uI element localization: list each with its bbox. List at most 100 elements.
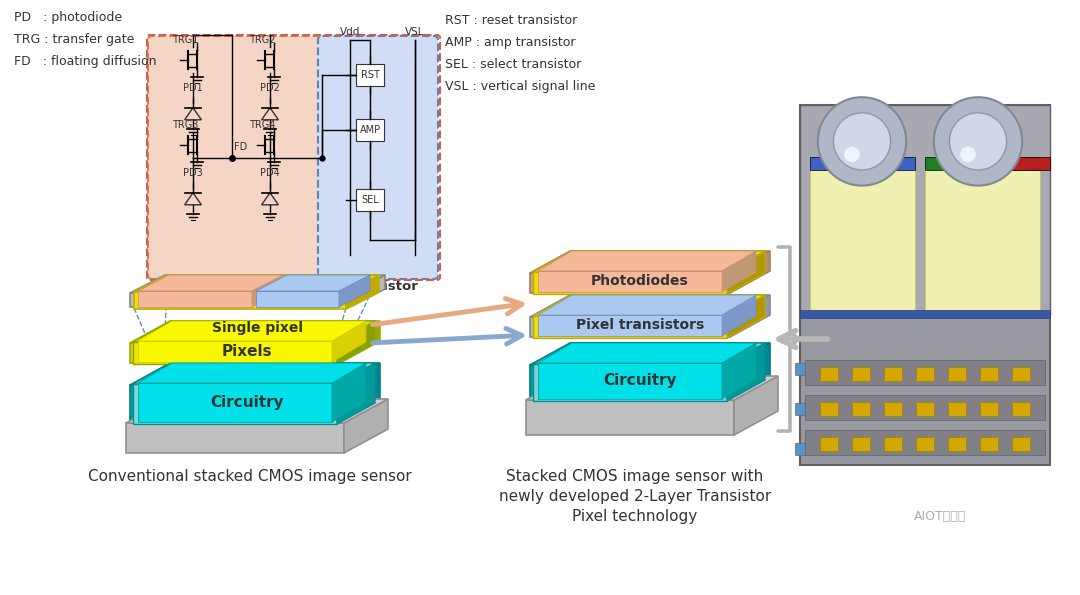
Polygon shape — [948, 402, 966, 416]
Text: TRG3: TRG3 — [172, 120, 199, 130]
Polygon shape — [138, 341, 332, 362]
Circle shape — [949, 113, 1007, 170]
Polygon shape — [723, 343, 756, 399]
Polygon shape — [1012, 402, 1030, 416]
Text: TRG : transfer gate: TRG : transfer gate — [14, 33, 134, 45]
Polygon shape — [885, 367, 902, 381]
Text: TRG2: TRG2 — [248, 35, 275, 45]
Text: Single pixel: Single pixel — [212, 321, 303, 335]
Polygon shape — [730, 295, 770, 337]
Text: SEL : select transistor: SEL : select transistor — [445, 58, 581, 70]
Polygon shape — [339, 275, 370, 307]
Polygon shape — [948, 437, 966, 451]
Polygon shape — [133, 384, 337, 424]
Text: FD: FD — [234, 142, 247, 152]
Circle shape — [818, 97, 906, 186]
Polygon shape — [852, 367, 870, 381]
Polygon shape — [332, 321, 366, 362]
Polygon shape — [980, 402, 998, 416]
Polygon shape — [980, 367, 998, 381]
Polygon shape — [820, 402, 838, 416]
Text: PD2: PD2 — [260, 83, 280, 93]
Polygon shape — [130, 343, 340, 363]
Polygon shape — [1012, 367, 1030, 381]
Polygon shape — [810, 165, 915, 310]
Polygon shape — [134, 292, 346, 309]
Polygon shape — [138, 291, 252, 307]
Polygon shape — [730, 343, 770, 400]
Polygon shape — [805, 395, 1045, 420]
Polygon shape — [133, 363, 375, 384]
Circle shape — [845, 146, 860, 162]
Polygon shape — [530, 295, 770, 317]
Polygon shape — [727, 295, 765, 338]
Text: Pixel transistors: Pixel transistors — [576, 318, 704, 332]
Text: AMP : amp transistor: AMP : amp transistor — [445, 36, 576, 49]
Text: VSL : vertical signal line: VSL : vertical signal line — [445, 80, 595, 92]
Polygon shape — [534, 295, 765, 316]
Polygon shape — [130, 321, 380, 343]
Polygon shape — [138, 363, 366, 383]
Polygon shape — [538, 295, 756, 315]
Polygon shape — [133, 342, 337, 364]
Polygon shape — [916, 367, 934, 381]
Polygon shape — [810, 157, 915, 170]
Text: Pixel technology: Pixel technology — [572, 509, 698, 525]
Text: TRG1: TRG1 — [172, 35, 199, 45]
Polygon shape — [885, 437, 902, 451]
Text: AMP: AMP — [360, 125, 380, 135]
Polygon shape — [134, 275, 379, 292]
Polygon shape — [723, 251, 756, 292]
Polygon shape — [805, 430, 1045, 455]
Polygon shape — [530, 251, 770, 273]
Polygon shape — [924, 157, 1040, 170]
Polygon shape — [916, 437, 934, 451]
Polygon shape — [538, 343, 756, 363]
Polygon shape — [356, 64, 384, 86]
Text: PD   : photodiode: PD : photodiode — [14, 11, 122, 23]
Polygon shape — [980, 437, 998, 451]
Text: PD3: PD3 — [184, 168, 203, 178]
Polygon shape — [337, 321, 375, 364]
Polygon shape — [337, 363, 375, 424]
Text: Circuitry: Circuitry — [211, 394, 284, 409]
Polygon shape — [800, 105, 1050, 465]
Polygon shape — [534, 343, 765, 364]
Polygon shape — [252, 275, 283, 307]
Polygon shape — [723, 295, 756, 336]
Text: PD4: PD4 — [260, 168, 280, 178]
Polygon shape — [130, 385, 340, 423]
Text: Conventional stacked CMOS image sensor: Conventional stacked CMOS image sensor — [89, 469, 411, 484]
Text: Vdd: Vdd — [340, 27, 361, 37]
Text: AIOT大数据: AIOT大数据 — [914, 511, 967, 524]
Polygon shape — [346, 275, 379, 309]
Polygon shape — [1012, 437, 1030, 451]
Polygon shape — [332, 363, 366, 422]
Text: Pixels: Pixels — [221, 343, 272, 359]
Polygon shape — [138, 275, 283, 291]
Text: SEL: SEL — [361, 195, 379, 205]
Polygon shape — [727, 343, 765, 401]
Polygon shape — [820, 367, 838, 381]
Polygon shape — [852, 402, 870, 416]
Text: newly developed 2-Layer Transistor: newly developed 2-Layer Transistor — [499, 490, 771, 505]
Polygon shape — [356, 189, 384, 211]
Polygon shape — [948, 367, 966, 381]
Polygon shape — [256, 291, 339, 307]
Text: Photodiodes: Photodiodes — [591, 274, 689, 288]
Polygon shape — [1000, 157, 1050, 170]
Polygon shape — [885, 402, 902, 416]
Polygon shape — [534, 272, 727, 294]
Text: TRG4: TRG4 — [248, 120, 275, 130]
Polygon shape — [526, 376, 778, 400]
Text: Pixel transistor: Pixel transistor — [302, 280, 418, 293]
Polygon shape — [538, 315, 723, 336]
FancyBboxPatch shape — [148, 36, 326, 279]
Text: Stacked CMOS image sensor with: Stacked CMOS image sensor with — [507, 469, 764, 484]
Polygon shape — [133, 321, 375, 342]
Polygon shape — [530, 273, 730, 293]
Polygon shape — [538, 271, 723, 292]
Text: RST: RST — [361, 70, 379, 80]
Polygon shape — [530, 317, 730, 337]
Polygon shape — [345, 399, 388, 453]
